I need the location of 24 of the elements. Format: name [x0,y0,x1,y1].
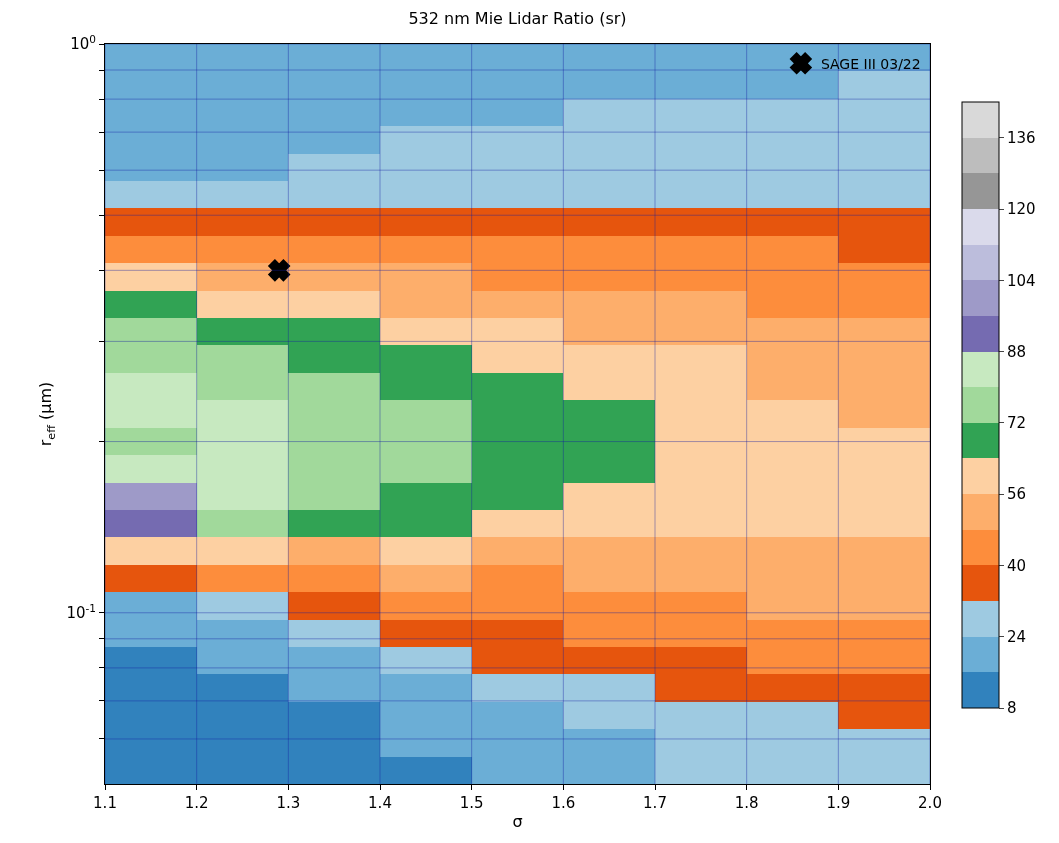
x-axis-title: σ [512,811,523,831]
color-bar-label: 136 [1007,129,1036,148]
x-tick-label: 1.9 [826,794,851,812]
legend-label: SAGE III 03/22 [820,55,921,72]
x-tick-label: 1.8 [734,794,759,812]
color-bar-label: 120 [1007,200,1036,219]
color-bar-label: 72 [1007,414,1027,433]
color-bar-label: 88 [1007,342,1027,361]
x-tick-label: 1.5 [459,794,484,812]
chart-title: 532 nm Mie Lidar Ratio (sr) [408,8,627,28]
x-tick-label: 1.7 [643,794,667,812]
y-tick-label: 10$^{-1}$ [66,601,96,623]
x-tick-label: 1.2 [184,794,209,812]
x-tick-label: 1.3 [276,794,301,812]
color-bar-label: 40 [1007,556,1027,575]
y-tick-label: 10$^{0}$ [70,32,96,54]
x-tick-label: 1.1 [93,794,117,812]
color-bar-label: 56 [1007,485,1027,504]
x-tick-label: 1.6 [551,794,576,812]
x-tick-label: 1.4 [368,794,392,812]
x-tick-label: 2.0 [918,794,942,812]
color-bar-label: 24 [1007,628,1027,647]
color-bar-label: 8 [1007,699,1017,718]
color-bar-label: 104 [1007,271,1036,290]
